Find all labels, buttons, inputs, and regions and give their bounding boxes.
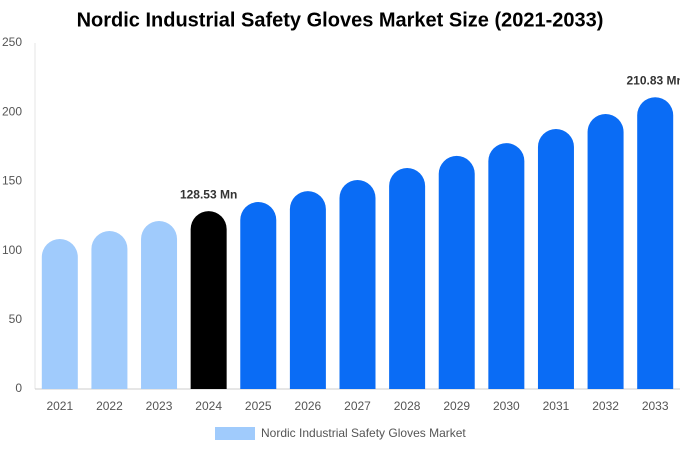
bar [488, 143, 525, 389]
value-label: 210.83 Mn [627, 73, 680, 87]
y-tick-label: 100 [2, 243, 22, 257]
x-tick-label: 2025 [245, 399, 272, 413]
y-tick-label: 0 [15, 381, 22, 395]
bar [537, 128, 574, 389]
bar [339, 180, 376, 389]
bar [240, 202, 277, 389]
bar [91, 230, 128, 389]
value-label: 128.53 Mn [180, 187, 237, 201]
y-tick-label: 250 [2, 35, 22, 49]
x-tick-label: 2030 [493, 399, 520, 413]
x-tick-label: 2029 [443, 399, 470, 413]
bar [190, 211, 227, 389]
chart-title: Nordic Industrial Safety Gloves Market S… [77, 9, 604, 31]
x-tick-label: 2031 [543, 399, 570, 413]
x-tick-label: 2023 [146, 399, 173, 413]
bar [587, 113, 624, 389]
bar [438, 155, 475, 389]
x-tick-label: 2028 [394, 399, 421, 413]
legend-swatch [215, 427, 255, 440]
bar [141, 220, 178, 389]
x-tick-label: 2033 [642, 399, 669, 413]
bar [41, 238, 78, 389]
bar [289, 191, 326, 389]
bar [637, 97, 674, 390]
x-tick-label: 2032 [592, 399, 619, 413]
x-tick-label: 2024 [195, 399, 222, 413]
y-tick-label: 200 [2, 104, 22, 118]
y-tick-label: 150 [2, 174, 22, 188]
x-tick-label: 2021 [46, 399, 73, 413]
bar [389, 167, 426, 389]
x-tick-label: 2026 [295, 399, 322, 413]
x-tick-label: 2027 [344, 399, 371, 413]
legend-label: Nordic Industrial Safety Gloves Market [261, 426, 466, 440]
x-tick-label: 2022 [96, 399, 123, 413]
y-tick-label: 50 [9, 312, 23, 326]
